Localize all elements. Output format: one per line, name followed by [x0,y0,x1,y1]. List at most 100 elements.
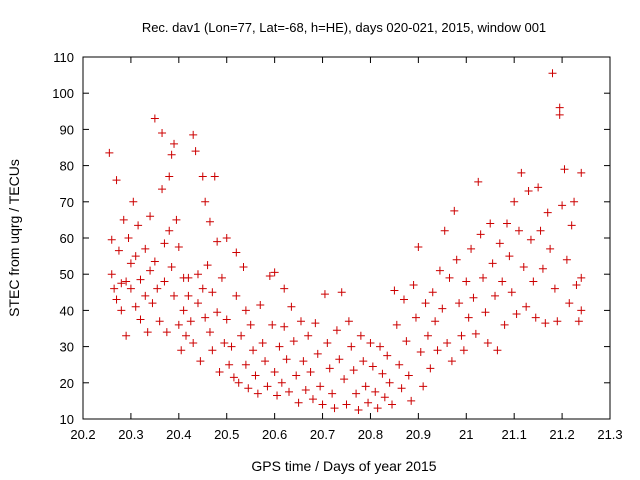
data-point [414,243,423,252]
data-point [567,221,576,230]
data-point [198,172,207,181]
data-point [438,304,447,313]
data-point [574,317,583,326]
data-point [577,273,586,282]
data-point [543,208,552,217]
y-tick-label: 80 [60,159,74,174]
data-point [555,103,564,112]
data-point [397,384,406,393]
data-point [354,405,363,414]
x-tick-label: 20.8 [358,427,383,442]
data-point [555,110,564,119]
data-point [246,320,255,329]
data-point [253,389,262,398]
data-point [320,290,329,299]
data-point [510,197,519,206]
data-point [225,360,234,369]
data-point [205,217,214,226]
x-tick-label: 21.1 [502,427,527,442]
data-point [141,291,150,300]
data-point [337,288,346,297]
x-axis: 20.2 20.3 20.4 20.5 20.6 20.7 20.8 20.9 21 21.1 21… [70,57,623,442]
data-point [493,346,502,355]
data-point [136,275,145,284]
x-tick-label: 21.3 [597,427,622,442]
data-point [562,255,571,264]
data-point [428,288,437,297]
data-point [546,244,555,253]
x-tick-label: 20.5 [214,427,239,442]
data-point [165,172,174,181]
y-tick-label: 50 [60,267,74,282]
data-points [105,69,586,414]
data-point [258,338,267,347]
data-point [131,252,140,261]
data-point [352,389,361,398]
data-point [340,375,349,384]
data-point [313,349,322,358]
data-point [294,398,303,407]
data-point [134,221,143,230]
data-point [122,277,131,286]
data-point [529,277,538,286]
y-tick-label: 40 [60,303,74,318]
data-point [447,357,456,366]
data-point [146,266,155,275]
x-tick-label: 21 [459,427,473,442]
chart-title: Rec. dav1 (Lon=77, Lat=-68, h=HE), days … [142,20,546,35]
data-point [203,261,212,270]
data-point [531,313,540,322]
data-point [450,206,459,215]
x-tick-label: 20.2 [70,427,95,442]
data-point [577,306,586,315]
data-point [452,255,461,264]
data-point [160,239,169,248]
data-point [261,357,270,366]
data-point [122,331,131,340]
data-point [498,277,507,286]
data-point [536,226,545,235]
data-point [114,246,123,255]
y-tick-label: 90 [60,122,74,137]
data-point [464,313,473,322]
data-point [162,328,171,337]
data-point [268,320,277,329]
x-tick-label: 20.4 [166,427,191,442]
data-point [299,357,308,366]
data-point [368,362,377,371]
data-point [222,234,231,242]
data-point [550,284,559,293]
data-point [411,313,420,322]
data-point [296,317,305,326]
data-point [421,299,430,308]
data-point [373,404,382,413]
data-point [507,288,516,297]
data-point [150,114,159,123]
data-point [280,284,289,293]
data-point [170,291,179,300]
data-point [366,338,375,347]
data-point [136,315,145,324]
data-point [349,366,358,375]
data-point [356,331,365,340]
data-point [222,315,231,324]
data-point [265,272,274,281]
data-point [201,197,210,206]
data-point [277,378,286,387]
data-point [500,320,509,329]
data-point [316,382,325,391]
data-point [110,284,119,293]
data-point [469,293,478,302]
data-point [476,230,485,239]
data-point [402,337,411,346]
data-point [431,317,440,326]
data-point [210,172,219,181]
data-point [179,306,188,315]
data-point [371,387,380,396]
data-point [184,291,193,300]
data-point [524,186,533,195]
data-point [467,244,476,253]
data-point [143,328,152,337]
data-point [479,273,488,282]
data-point [440,226,449,235]
